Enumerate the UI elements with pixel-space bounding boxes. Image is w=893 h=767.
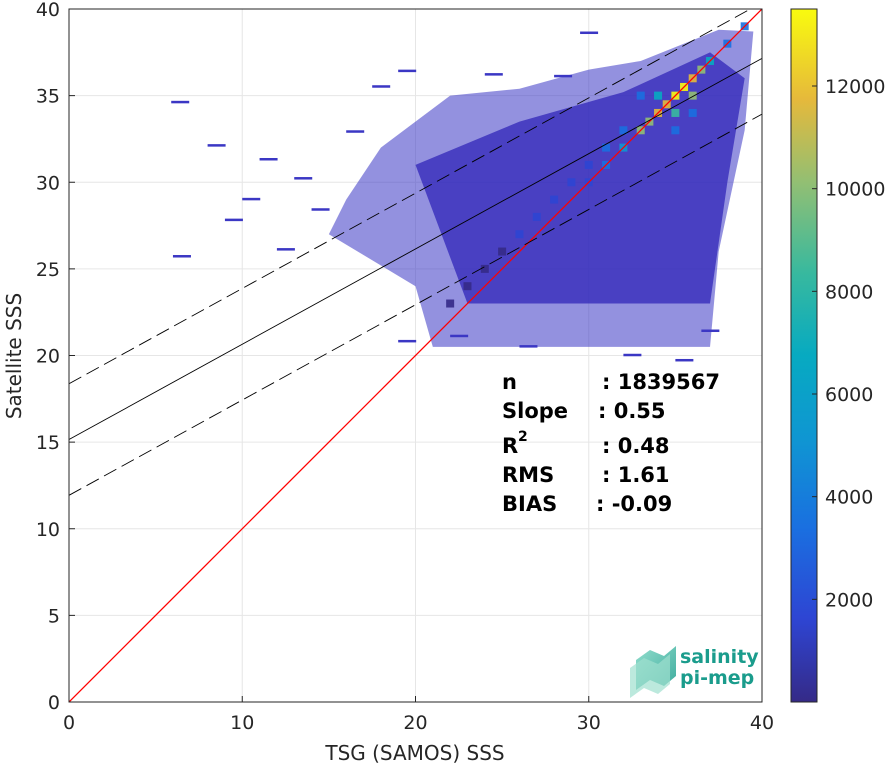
colorbar-tick-label: 4000: [825, 487, 873, 509]
stat-rms-value: : 1.61: [602, 463, 670, 487]
y-tick-label: 30: [36, 172, 60, 194]
density-cell: [515, 230, 524, 239]
x-axis-label: TSG (SAMOS) SSS: [324, 741, 504, 765]
colorbar: 2000 4000 6000 8000 10000 12000: [790, 8, 885, 703]
density-stray: [294, 177, 313, 180]
density-cell: [636, 91, 645, 100]
stat-r2-label: R: [502, 434, 518, 458]
y-tick-label: 20: [36, 346, 60, 368]
stat-slope-value: : 0.55: [598, 399, 666, 423]
stat-slope-label: Slope: [502, 399, 568, 423]
y-tick-label: 0: [48, 692, 60, 714]
y-tick-label: 25: [36, 259, 60, 281]
density-stray: [172, 255, 191, 258]
colorbar-tick-label: 2000: [825, 589, 873, 611]
density-stray: [242, 197, 261, 201]
stat-bias-value: : -0.09: [596, 492, 672, 516]
density-cloud: [171, 22, 754, 362]
density-cell: [498, 247, 507, 256]
density-stray: [398, 339, 417, 343]
colorbar-tick-label: 6000: [825, 384, 873, 406]
wave-logo-icon: [630, 646, 676, 698]
y-tick-label: 15: [36, 432, 60, 454]
density-stray: [259, 157, 278, 161]
logo-line1: salinity: [680, 646, 759, 668]
colorbar-tick-label: 12000: [825, 76, 885, 98]
density-stray: [224, 218, 243, 222]
density-stray: [580, 31, 599, 35]
density-cell: [688, 91, 697, 100]
density-stray: [276, 248, 295, 251]
density-cell: [550, 195, 559, 204]
y-tick-label: 5: [48, 605, 60, 627]
density-cell: [688, 108, 697, 117]
colorbar-ticks: 2000 4000 6000 8000 10000 12000: [812, 76, 885, 611]
density-cell: [654, 91, 663, 100]
1-1-line: [69, 9, 762, 702]
density-stray: [398, 69, 417, 73]
density-stray: [675, 358, 694, 362]
stat-bias-label: BIAS: [502, 492, 557, 516]
density-stray: [346, 130, 365, 133]
x-tick-label: 0: [63, 712, 75, 734]
density-stray: [623, 353, 642, 357]
y-tick-label: 35: [36, 86, 60, 108]
density-cell: [480, 264, 489, 273]
stat-n-value: : 1839567: [602, 370, 720, 394]
density-cell: [584, 160, 593, 169]
density-core: [415, 52, 745, 304]
density-stray: [450, 334, 469, 338]
regression: [69, 57, 762, 440]
x-tick-label: 10: [230, 712, 254, 734]
y-axis: 0 5 10 15 20 25 30 35 40: [36, 0, 75, 714]
stat-n-label: n: [502, 370, 517, 394]
y-tick-label: 10: [36, 519, 60, 541]
colorbar-gradient: [790, 8, 818, 703]
density-stray: [311, 208, 330, 211]
salinity-pimep-logo: salinity pi-mep: [630, 646, 759, 698]
density-stray: [554, 74, 573, 78]
density-cell: [446, 299, 455, 308]
x-tick-label: 30: [577, 712, 601, 734]
y-axis-label: Satellite SSS: [2, 293, 26, 419]
colorbar-tick-label: 10000: [825, 179, 885, 201]
density-cell: [532, 212, 541, 221]
lower-bound: [69, 113, 762, 496]
stats-box: n : 1839567 Slope : 0.55 R 2 : 0.48 RMS …: [502, 370, 720, 516]
density-cell: [567, 178, 576, 187]
density-stray: [484, 73, 503, 76]
x-tick-label: 40: [750, 712, 774, 734]
density-cell: [671, 108, 680, 117]
density-stray: [372, 85, 391, 88]
stat-r2-value: : 0.48: [602, 434, 670, 458]
y-tick-label: 40: [36, 0, 60, 21]
density-cell: [671, 126, 680, 135]
colorbar-tick-label: 8000: [825, 281, 873, 303]
density-stray: [171, 100, 190, 104]
x-axis: 0 10 20 30 40: [63, 696, 774, 734]
density-cell: [463, 282, 472, 291]
logo-line2: pi-mep: [680, 667, 754, 689]
density-stray: [207, 144, 226, 147]
fit-lines: [69, 9, 762, 702]
density-stray: [701, 329, 720, 333]
x-tick-label: 20: [403, 712, 427, 734]
density-cell: [619, 126, 628, 135]
density-stray: [519, 345, 538, 348]
stat-r2-sup: 2: [518, 429, 528, 445]
upper-bound: [69, 9, 752, 385]
stat-rms-label: RMS: [502, 463, 554, 487]
density-cell: [602, 143, 611, 152]
